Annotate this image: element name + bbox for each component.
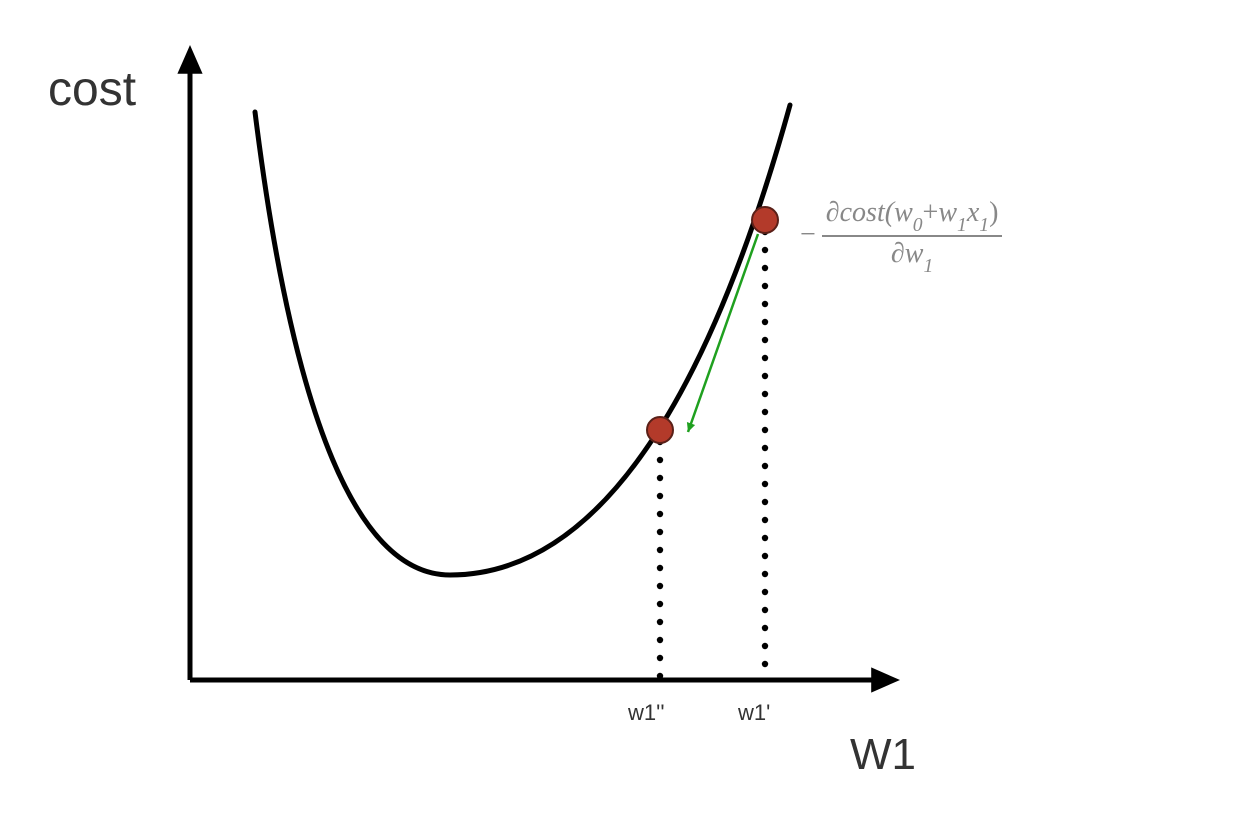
tick-label-w1pp: w1''	[628, 700, 665, 726]
den-prefix: ∂	[891, 238, 905, 269]
w1-sub: 1	[957, 215, 967, 236]
w0: w	[894, 197, 913, 228]
dw-sub: 1	[923, 256, 933, 277]
cost-curve	[255, 105, 790, 575]
dw: w	[905, 238, 924, 269]
gradient-arrow	[687, 234, 758, 432]
minus-sign: −	[800, 219, 816, 250]
plus: +	[923, 197, 939, 228]
w1: w	[938, 197, 957, 228]
numerator: ∂cost(w0+w1x1)	[822, 198, 1003, 237]
y-axis-label: cost	[48, 62, 136, 117]
x1: x	[967, 197, 979, 228]
fraction: ∂cost(w0+w1x1) ∂w1	[822, 198, 1003, 274]
tick-label-w1p: w1'	[738, 700, 770, 726]
x-axis-label: W1	[850, 730, 916, 780]
diagram-svg	[0, 0, 1246, 816]
derivative-label: − ∂cost(w0+w1x1) ∂w1	[800, 198, 1002, 274]
axes	[177, 45, 900, 693]
denominator: ∂w1	[822, 237, 1003, 274]
num-prefix: ∂cost(	[826, 197, 894, 228]
w0-sub: 0	[913, 215, 923, 236]
dotted-guides	[657, 229, 768, 679]
num-suffix: )	[989, 197, 998, 228]
x1-sub: 1	[979, 215, 989, 236]
